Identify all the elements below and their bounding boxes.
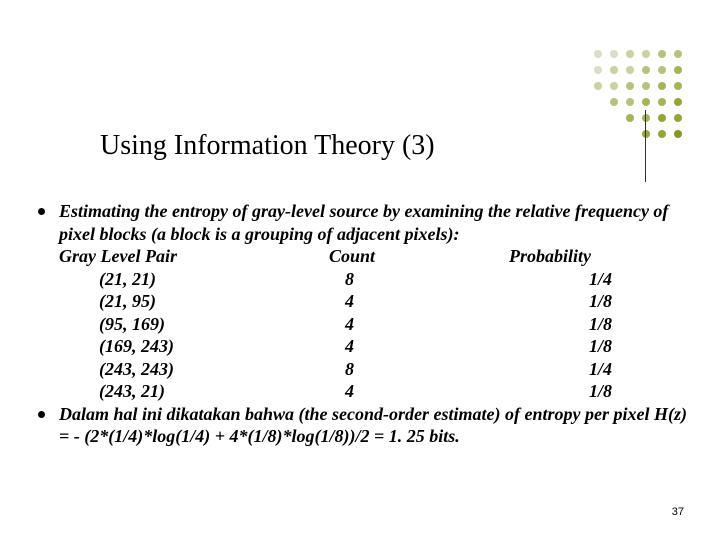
- decor-dot: [674, 50, 682, 58]
- table-cell: 4: [299, 313, 469, 336]
- decor-dot: [674, 66, 682, 74]
- table-cell: (243, 21): [59, 380, 299, 403]
- table-row: (243, 21)41/8: [59, 380, 690, 403]
- col-header-count: Count: [299, 245, 469, 268]
- page-number: 37: [672, 506, 684, 518]
- decor-dot: [658, 50, 666, 58]
- col-header-pair: Gray Level Pair: [59, 245, 299, 268]
- table-cell: (95, 169): [59, 313, 299, 336]
- decor-dot: [642, 82, 650, 90]
- bullet-body-1: Estimating the entropy of gray-level sou…: [59, 200, 690, 403]
- gray-level-table: Gray Level Pair Count Probability (21, 2…: [59, 245, 690, 403]
- table-cell: 4: [299, 380, 469, 403]
- table-cell: 1/4: [469, 358, 690, 381]
- table-row: (21, 21)81/4: [59, 268, 690, 291]
- bullet-item-2: Dalam hal ini dikatakan bahwa (the secon…: [38, 403, 690, 448]
- table-cell: 1/8: [469, 313, 690, 336]
- decor-dot: [626, 98, 634, 106]
- decor-dot: [674, 82, 682, 90]
- title-wrap: Using Information Theory (3): [100, 110, 646, 182]
- decor-dot: [594, 82, 602, 90]
- decor-dot: [658, 66, 666, 74]
- decor-dot: [658, 114, 666, 122]
- table-row: (169, 243)41/8: [59, 335, 690, 358]
- decor-dot: [610, 82, 618, 90]
- decor-dot: [642, 66, 650, 74]
- table-cell: 1/8: [469, 335, 690, 358]
- bullet-icon: [38, 208, 45, 215]
- content-area: Estimating the entropy of gray-level sou…: [38, 200, 690, 448]
- decor-dot: [658, 98, 666, 106]
- table-row: (21, 95)41/8: [59, 290, 690, 313]
- table-cell: 1/4: [469, 268, 690, 291]
- decor-dot: [658, 82, 666, 90]
- decor-dot: [674, 114, 682, 122]
- bullet-icon: [38, 411, 45, 418]
- decor-dot: [610, 98, 618, 106]
- intro-text: Estimating the entropy of gray-level sou…: [59, 200, 690, 245]
- decor-dot: [594, 66, 602, 74]
- table-cell: 4: [299, 290, 469, 313]
- decor-dot: [642, 98, 650, 106]
- table-cell: 1/8: [469, 380, 690, 403]
- decor-dot: [642, 50, 650, 58]
- table-cell: 8: [299, 358, 469, 381]
- table-cell: 8: [299, 268, 469, 291]
- table-cell: (21, 21): [59, 268, 299, 291]
- bullet-item-1: Estimating the entropy of gray-level sou…: [38, 200, 690, 403]
- table-cell: (169, 243): [59, 335, 299, 358]
- table-cell: 1/8: [469, 290, 690, 313]
- decor-dot: [658, 130, 666, 138]
- table-cell: (243, 243): [59, 358, 299, 381]
- decor-dot: [626, 50, 634, 58]
- slide-title: Using Information Theory (3): [100, 130, 435, 162]
- decor-dot: [674, 98, 682, 106]
- decor-dot: [626, 82, 634, 90]
- table-cell: (21, 95): [59, 290, 299, 313]
- table-row: (243, 243)81/4: [59, 358, 690, 381]
- title-divider: [645, 110, 646, 182]
- table-row: (95, 169)41/8: [59, 313, 690, 336]
- decor-dot: [594, 50, 602, 58]
- decor-dot: [610, 66, 618, 74]
- col-header-prob: Probability: [469, 245, 690, 268]
- table-header-row: Gray Level Pair Count Probability: [59, 245, 690, 268]
- decor-dot: [674, 130, 682, 138]
- decor-dot: [610, 50, 618, 58]
- bullet-body-2: Dalam hal ini dikatakan bahwa (the secon…: [59, 403, 690, 448]
- decor-dot: [626, 66, 634, 74]
- table-cell: 4: [299, 335, 469, 358]
